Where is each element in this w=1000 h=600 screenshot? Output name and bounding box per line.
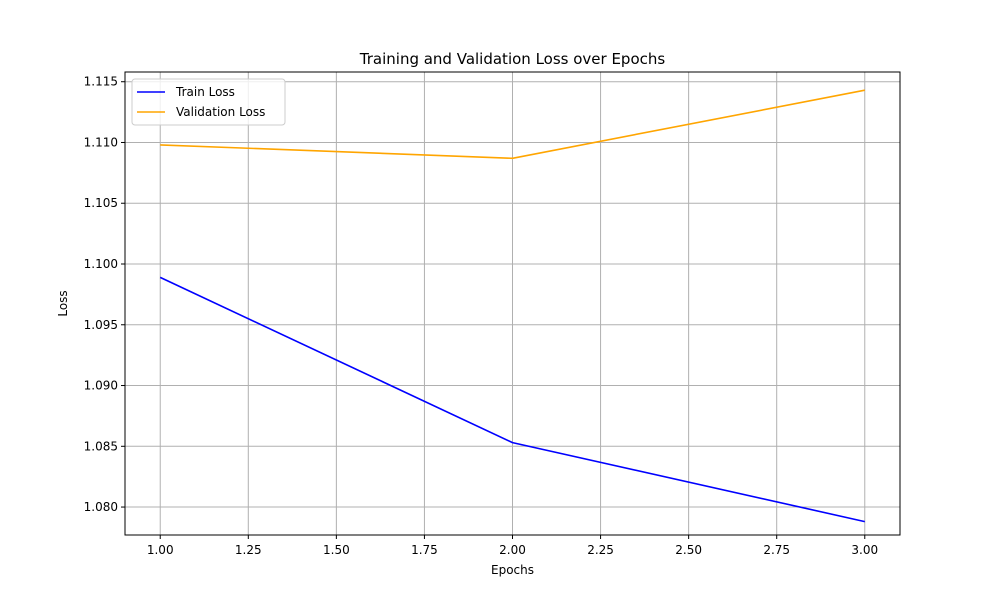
x-tick-label: 1.50 xyxy=(323,543,350,557)
x-tick-label: 2.50 xyxy=(675,543,702,557)
y-tick-label: 1.110 xyxy=(84,135,118,149)
legend-box xyxy=(131,78,286,126)
grid-lines xyxy=(125,72,900,535)
y-tick-label: 1.105 xyxy=(84,196,118,210)
x-tick-label: 1.75 xyxy=(411,543,438,557)
x-tick-label: 2.75 xyxy=(763,543,790,557)
x-tick-label: 2.00 xyxy=(499,543,526,557)
legend: Train Loss Validation Loss xyxy=(131,78,286,126)
x-tick-label: 3.00 xyxy=(851,543,878,557)
chart-title: Training and Validation Loss over Epochs xyxy=(359,50,666,68)
train-loss-line xyxy=(159,276,865,523)
x-tick-label: 1.25 xyxy=(235,543,262,557)
y-tick-label: 1.085 xyxy=(84,439,118,453)
validation-loss-line xyxy=(160,89,865,160)
series-layer xyxy=(159,89,865,523)
x-axis-label: Epochs xyxy=(491,563,534,577)
y-tick-label: 1.080 xyxy=(84,500,118,514)
train-loss-legend-label: Train Loss xyxy=(175,85,235,99)
y-axis-label: Loss xyxy=(56,290,70,316)
x-tick-label: 2.25 xyxy=(587,543,614,557)
y-axis: 1.080 1.085 1.090 1.095 1.100 1.105 1.110 1.115 xyxy=(84,75,125,514)
x-tick-label: 1.00 xyxy=(147,543,174,557)
y-tick-label: 1.100 xyxy=(84,257,118,271)
y-tick-label: 1.090 xyxy=(84,379,118,393)
y-tick-label: 1.095 xyxy=(84,318,118,332)
validation-loss-legend-label: Validation Loss xyxy=(176,105,265,119)
x-axis: 1.00 1.25 1.50 1.75 2.00 2.25 2.50 2.75 3.00 xyxy=(147,535,878,557)
y-tick-label: 1.115 xyxy=(84,75,118,89)
